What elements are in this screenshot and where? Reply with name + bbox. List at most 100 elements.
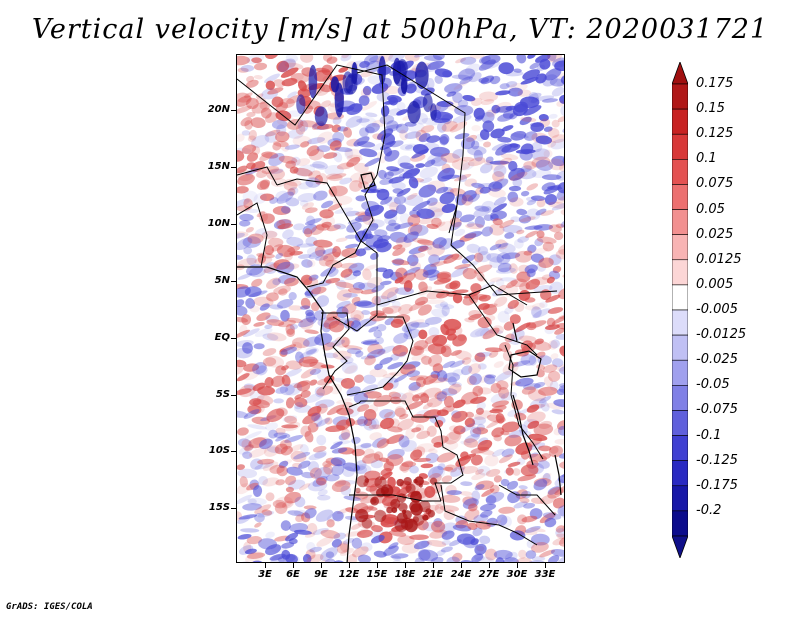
ascent-blob — [530, 527, 546, 533]
ascent-blob — [500, 153, 519, 160]
colorbar-segment — [671, 359, 689, 386]
ascent-blob — [518, 335, 537, 343]
ascent-blob — [284, 277, 299, 287]
ascent-blob — [553, 231, 564, 241]
ascent-blob — [376, 350, 386, 356]
descent-blob — [410, 322, 430, 328]
descent-blob — [356, 118, 370, 123]
ascent-blob — [554, 484, 564, 496]
ascent-blob — [237, 464, 245, 470]
ascent-blob — [274, 502, 288, 515]
ascent-blob — [471, 124, 481, 132]
west-coast — [237, 266, 358, 562]
ascent-blob — [285, 397, 295, 409]
ascent-blob — [371, 295, 381, 305]
descent-blob — [502, 224, 523, 234]
ascent-blob — [284, 475, 297, 486]
descent-blob — [473, 206, 492, 218]
ascent-blob — [323, 152, 338, 159]
strong-descent-cell — [344, 74, 358, 95]
ascent-blob — [316, 403, 328, 414]
descent-blob — [426, 78, 435, 90]
descent-blob — [237, 273, 253, 280]
descent-blob — [313, 190, 328, 201]
descent-blob — [431, 308, 448, 318]
ascent-blob — [516, 557, 533, 562]
descent-blob — [237, 299, 245, 307]
descent-blob — [493, 549, 513, 560]
descent-blob — [307, 461, 320, 473]
descent-blob — [520, 190, 530, 197]
descent-blob — [495, 278, 505, 287]
lat-tick — [231, 224, 236, 225]
descent-blob — [304, 285, 322, 298]
ascent-blob — [345, 148, 363, 159]
lon-label-6e: 6E — [286, 569, 300, 580]
descent-blob — [532, 308, 551, 319]
descent-blob — [337, 126, 349, 132]
descent-blob — [471, 490, 481, 502]
ascent-blob — [472, 427, 489, 435]
ascent-blob — [552, 265, 562, 274]
ascent-blob — [494, 296, 508, 307]
ascent-blob — [251, 102, 270, 114]
descent-blob — [356, 301, 376, 308]
descent-blob — [306, 542, 316, 552]
descent-blob — [325, 551, 335, 559]
descent-blob — [364, 122, 380, 134]
ascent-blob — [466, 375, 477, 386]
descent-blob — [430, 156, 448, 167]
ascent-blob — [289, 250, 303, 256]
ascent-blob — [539, 512, 557, 524]
ascent-blob — [338, 249, 351, 257]
descent-blob — [237, 347, 253, 359]
ascent-blob — [341, 55, 350, 59]
descent-blob — [418, 549, 439, 562]
ascent-blob — [265, 80, 276, 91]
ascent-blob — [484, 314, 496, 322]
ascent-blob — [528, 433, 548, 441]
ascent-blob — [304, 431, 314, 443]
descent-blob — [309, 163, 325, 169]
ascent-blob — [304, 207, 318, 214]
ascent-blob — [262, 348, 277, 357]
descent-blob — [307, 137, 326, 145]
descent-blob — [265, 531, 275, 539]
ascent-blob — [369, 368, 388, 378]
descent-blob — [315, 399, 335, 409]
lon-tick — [433, 563, 434, 568]
ascent-blob — [492, 171, 505, 182]
descent-blob — [302, 224, 317, 235]
descent-blob — [367, 348, 386, 359]
descent-blob — [365, 126, 375, 133]
ascent-blob — [343, 126, 352, 138]
descent-blob — [555, 333, 564, 340]
ascent-blob — [502, 361, 519, 375]
descent-blob — [316, 145, 331, 153]
velocity-field — [237, 55, 564, 562]
descent-blob — [501, 143, 521, 153]
descent-blob — [516, 457, 526, 466]
ascent-blob — [449, 280, 461, 290]
lon-label-9e: 9E — [314, 569, 328, 580]
ascent-blob — [411, 354, 427, 361]
descent-blob — [535, 55, 551, 63]
descent-blob — [530, 195, 546, 202]
ascent-blob — [543, 364, 558, 373]
descent-blob — [510, 329, 525, 341]
border-chad-libya-sudan — [356, 64, 466, 234]
ascent-blob — [540, 494, 557, 505]
ascent-blob — [397, 418, 414, 431]
descent-blob — [551, 409, 564, 415]
descent-blob — [323, 558, 336, 562]
descent-blob — [387, 168, 404, 176]
descent-blob — [243, 246, 253, 255]
descent-blob — [414, 557, 426, 562]
ascent-blob — [430, 208, 446, 217]
lon-label-24e: 24E — [450, 569, 472, 580]
descent-blob — [288, 187, 299, 196]
ascent-blob — [520, 450, 530, 460]
descent-blob — [427, 60, 445, 70]
ascent-blob — [452, 399, 466, 409]
ascent-blob — [327, 203, 343, 211]
